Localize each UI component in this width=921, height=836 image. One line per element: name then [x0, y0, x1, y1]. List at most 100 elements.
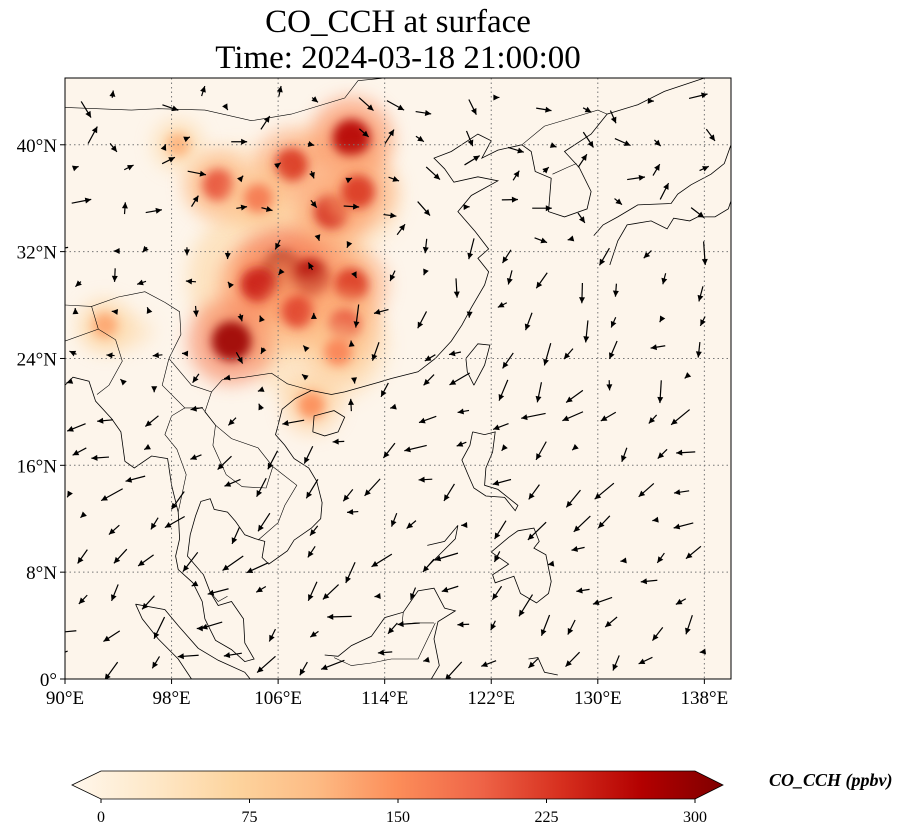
wind-arrow	[106, 352, 115, 359]
wind-arrow	[676, 449, 696, 456]
wind-arrow	[314, 234, 321, 242]
wind-arrow	[260, 115, 271, 130]
wind-arrow	[342, 488, 354, 502]
wind-arrow	[256, 655, 276, 674]
wind-arrow	[697, 286, 704, 302]
wind-arrow	[161, 156, 176, 165]
wind-arrow	[445, 661, 463, 679]
wind-arrow	[151, 656, 161, 669]
wind-arrow	[652, 626, 664, 641]
wind-arrow	[690, 207, 705, 219]
plume-core	[341, 174, 375, 209]
wind-arrow	[685, 614, 693, 635]
wind-arrow	[654, 139, 662, 147]
plume-core	[298, 391, 325, 419]
wind-arrow	[468, 99, 477, 115]
wind-arrow	[659, 315, 666, 323]
colorbar-tick-label: 0	[97, 809, 105, 826]
wind-arrow	[448, 350, 462, 357]
wind-arrow	[100, 488, 123, 502]
wind-arrow	[543, 343, 552, 366]
wind-arrow	[257, 512, 271, 532]
wind-arrow	[307, 262, 314, 271]
wind-arrow	[123, 164, 134, 171]
wind-arrow	[223, 652, 242, 659]
wind-arrow	[673, 489, 690, 496]
wind-arrow	[547, 560, 555, 567]
wind-arrow	[371, 553, 393, 568]
x-tick-label: 90°E	[46, 688, 84, 709]
wind-arrow	[371, 342, 380, 361]
wind-arrow	[97, 417, 114, 424]
wind-arrow	[583, 320, 590, 343]
wind-arrow	[608, 340, 618, 360]
wind-arrow	[481, 660, 497, 667]
wind-arrow	[322, 584, 340, 600]
wind-arrow	[320, 659, 345, 670]
wind-arrow	[190, 454, 202, 460]
wind-arrow	[688, 92, 708, 100]
country-border	[521, 109, 608, 146]
wind-arrow	[535, 441, 547, 461]
wind-arrow	[563, 348, 574, 360]
x-tick-label: 130°E	[574, 688, 622, 709]
wind-arrow	[276, 85, 283, 97]
wind-arrow	[345, 177, 353, 184]
wind-arrow	[701, 241, 708, 266]
wind-arrow	[652, 163, 661, 176]
wind-arrow	[565, 389, 584, 403]
wind-arrow	[274, 162, 282, 169]
map-frame	[64, 77, 732, 680]
wind-arrow	[348, 340, 355, 347]
wind-arrow	[498, 379, 509, 401]
country-border	[65, 328, 99, 342]
wind-arrow	[659, 182, 670, 200]
wind-arrow	[609, 110, 617, 124]
plume-core	[324, 337, 352, 366]
wind-arrow	[364, 478, 381, 497]
wind-arrow	[597, 515, 611, 529]
wind-arrow	[259, 315, 265, 323]
wind-arrow	[146, 307, 153, 314]
wind-arrow	[267, 450, 279, 470]
wind-arrow	[374, 593, 381, 600]
wind-arrow	[231, 527, 240, 545]
wind-arrow	[567, 235, 575, 242]
wind-arrow	[170, 491, 185, 510]
wind-arrow	[535, 272, 548, 289]
wind-arrow	[582, 106, 592, 113]
wind-arrow	[461, 521, 468, 528]
wind-arrow	[71, 165, 79, 172]
colorbar-tick-label: 300	[683, 809, 707, 826]
wind-arrow	[467, 238, 475, 260]
wind-arrow	[353, 304, 360, 328]
wind-arrow	[582, 131, 594, 148]
wind-arrow	[109, 90, 116, 98]
wind-arrow	[573, 515, 591, 533]
coastline	[135, 603, 251, 679]
x-tick-label: 98°E	[152, 688, 190, 709]
wind-arrow	[465, 130, 474, 147]
coastlines	[65, 78, 731, 679]
wind-arrow	[217, 455, 232, 470]
wind-arrow	[66, 378, 74, 384]
coastline	[461, 431, 519, 512]
wind-arrow	[565, 489, 581, 508]
wind-arrow	[302, 345, 310, 352]
wind-arrow	[346, 241, 353, 249]
wind-arrow	[536, 106, 552, 113]
wind-arrow	[183, 247, 190, 256]
wind-arrow	[614, 138, 631, 147]
colorbar: 0 75 150 225 300	[71, 770, 724, 826]
wind-arrow	[237, 313, 244, 322]
wind-arrow	[309, 170, 315, 179]
wind-arrow	[390, 403, 397, 410]
wind-arrow	[464, 155, 481, 166]
wind-arrow	[457, 621, 470, 628]
coastline	[135, 604, 193, 679]
coastline	[312, 410, 346, 437]
wind-arrow	[121, 202, 128, 215]
wind-arrow	[274, 239, 281, 250]
wind-arrow	[224, 250, 231, 260]
